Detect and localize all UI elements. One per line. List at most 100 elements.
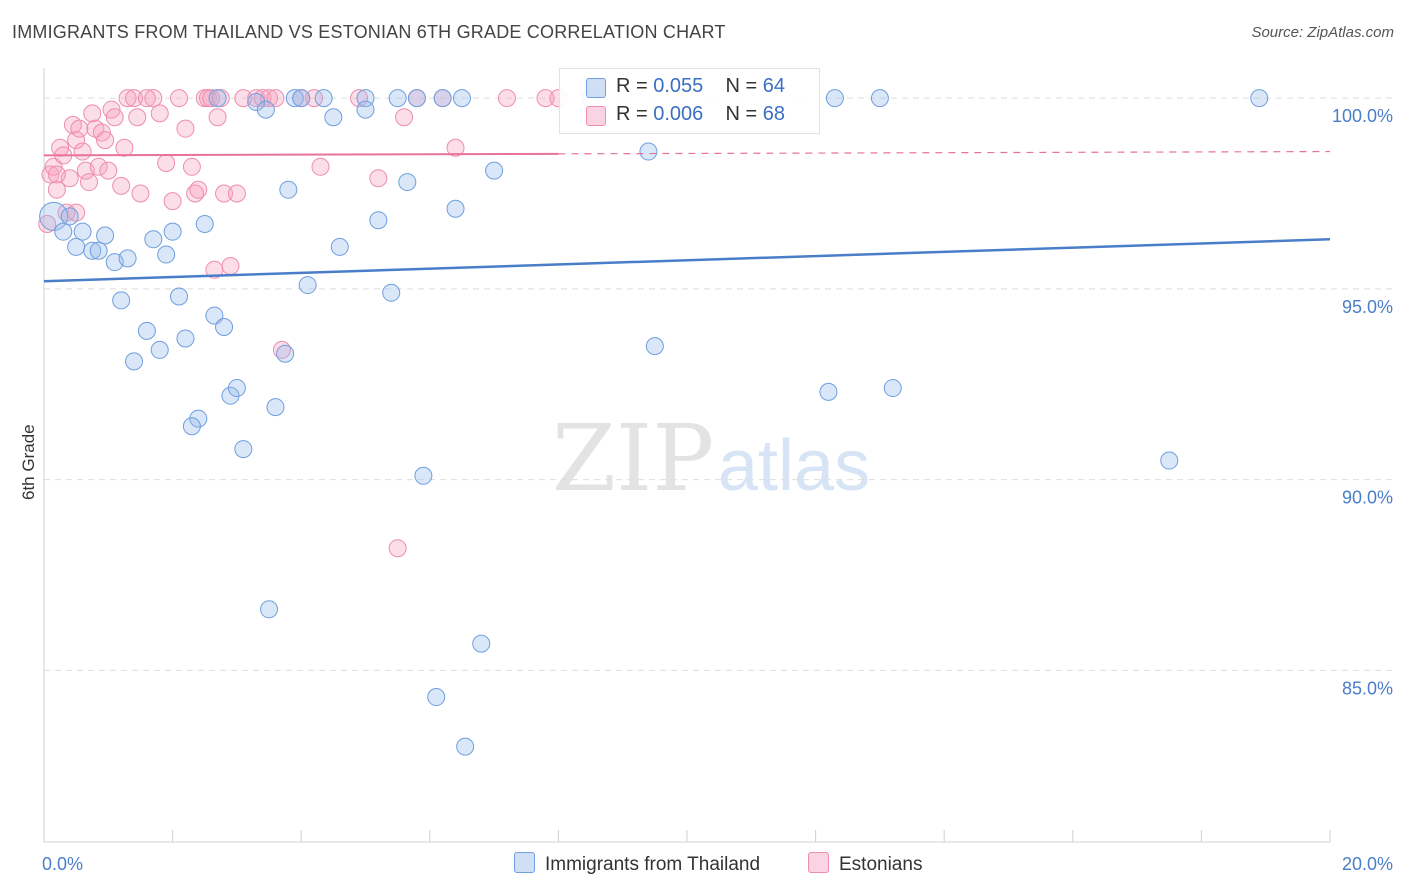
axes <box>43 68 1331 843</box>
thailand-point <box>1250 89 1269 108</box>
bottom-legend-thailand: Immigrants from Thailand <box>514 852 760 876</box>
thailand-point <box>279 180 298 199</box>
estonians-point <box>150 104 169 123</box>
thailand-point <box>427 688 446 707</box>
legend-n-value: 64 <box>762 75 786 97</box>
thailand-point <box>157 245 176 264</box>
legend-r-label: R = <box>616 103 648 125</box>
watermark-atlas: atlas <box>718 426 870 506</box>
thailand-point <box>825 89 844 108</box>
y-tick-label: 85.0% <box>1342 678 1393 698</box>
legend-swatch-pink <box>586 106 606 126</box>
source-label: Source: ZipAtlas.com <box>1251 24 1394 41</box>
estonians-points <box>38 89 568 558</box>
legend-r-label: R = <box>616 75 648 97</box>
estonians-point <box>47 180 66 199</box>
y-tick-label: 95.0% <box>1342 297 1393 317</box>
thailand-point <box>356 100 375 119</box>
thailand-point <box>83 241 102 260</box>
thailand-point <box>883 379 902 398</box>
thailand-point <box>819 382 838 401</box>
estonians-point <box>112 176 131 195</box>
estonians-point <box>311 157 330 176</box>
estonians-trend-line <box>43 152 559 157</box>
thailand-point <box>285 89 304 108</box>
watermark-zip: ZIP <box>552 405 714 512</box>
thailand-point <box>446 199 465 218</box>
thailand-point <box>433 89 452 108</box>
thailand-point <box>150 340 169 359</box>
estonians-point <box>67 131 86 150</box>
thailand-point <box>227 379 246 398</box>
estonians-trend-line-dashed <box>558 150 1331 155</box>
thailand-point <box>382 283 401 302</box>
estonians-point <box>38 215 57 234</box>
thailand-point <box>298 276 317 295</box>
gridlines <box>44 97 1392 671</box>
x-tick-label: 20.0% <box>1342 854 1393 874</box>
thailand-point <box>73 222 92 241</box>
thailand-point <box>247 92 266 111</box>
legend-n-value: 68 <box>762 103 786 125</box>
estonians-point <box>208 108 227 127</box>
estonians-point <box>47 165 66 184</box>
chart-title: IMMIGRANTS FROM THAILAND VS ESTONIAN 6TH… <box>12 22 726 42</box>
thailand-point <box>472 634 491 653</box>
thailand-point <box>195 215 214 234</box>
estonians-point <box>118 89 137 108</box>
estonians-point <box>125 89 144 108</box>
legend: R = 0.055 N = 64 R = 0.006 N = 68 <box>559 68 820 134</box>
thailand-point <box>170 287 189 306</box>
thailand-point <box>89 241 108 260</box>
estonians-point <box>536 89 555 108</box>
estonians-point <box>189 180 208 199</box>
thailand-point <box>118 249 137 268</box>
thailand-point <box>112 291 131 310</box>
bottom-legend-swatch-blue <box>514 852 535 873</box>
thailand-point <box>456 737 475 756</box>
y-tick-label: 90.0% <box>1342 488 1393 508</box>
thailand-point <box>176 329 195 348</box>
thailand-point <box>388 89 407 108</box>
thailand-point <box>398 173 417 192</box>
thailand-point <box>414 466 433 485</box>
estonians-point <box>388 539 407 558</box>
thailand-point <box>67 237 86 256</box>
estonians-point <box>395 108 414 127</box>
thailand-point <box>1160 451 1179 470</box>
estonians-point <box>182 157 201 176</box>
estonians-point <box>446 138 465 157</box>
thailand-point <box>870 89 889 108</box>
estonians-point <box>73 142 92 161</box>
estonians-point <box>131 184 150 203</box>
thailand-point <box>144 230 163 249</box>
thailand-point <box>266 398 285 417</box>
estonians-point <box>80 173 99 192</box>
estonians-point <box>70 119 89 138</box>
bottom-legend-label-thailand: Immigrants from Thailand <box>545 854 761 875</box>
estonians-point <box>350 89 369 108</box>
thailand-point <box>256 100 275 119</box>
thailand-point <box>330 237 349 256</box>
bottom-legend-label-estonians: Estonians <box>839 854 923 875</box>
estonians-point <box>89 157 108 176</box>
legend-n-label: N = <box>725 75 758 97</box>
estonians-point <box>227 184 246 203</box>
thailand-point <box>182 417 201 436</box>
thailand-point <box>260 600 279 619</box>
thailand-point <box>369 211 388 230</box>
thailand-point <box>221 386 240 405</box>
thailand-point <box>324 108 343 127</box>
estonians-point <box>369 169 388 188</box>
estonians-point <box>157 153 176 172</box>
estonians-point <box>176 119 195 138</box>
legend-n-label: N = <box>725 103 758 125</box>
estonians-point <box>83 104 102 123</box>
watermark: ZIP atlas <box>552 405 870 512</box>
thailand-point <box>96 226 115 245</box>
thailand-trend-line <box>43 238 1331 283</box>
thailand-point <box>137 321 156 340</box>
y-tick-label: 100.0% <box>1332 106 1393 126</box>
estonians-point <box>144 89 163 108</box>
